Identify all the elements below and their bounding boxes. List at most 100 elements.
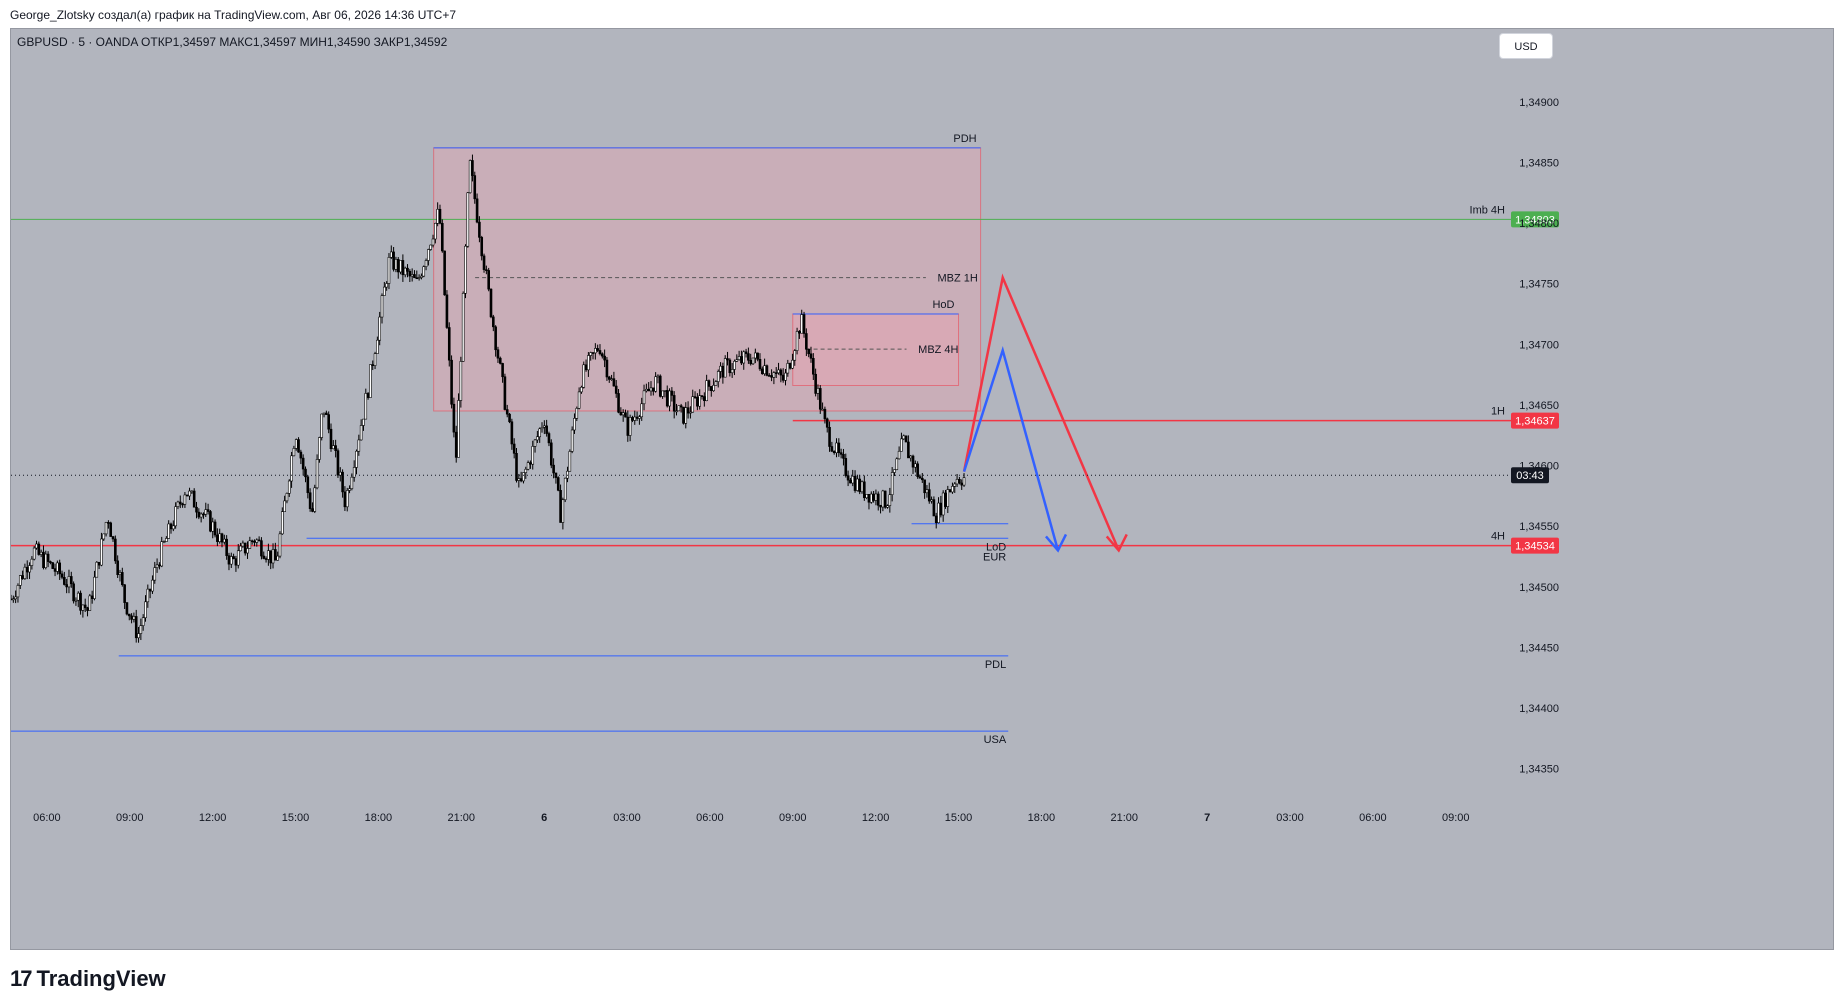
candle-body [415,277,419,280]
candle-body [700,395,704,397]
candle-body [72,583,75,602]
candle-body [663,390,667,392]
candle-body [352,467,356,478]
candle-body [23,566,27,579]
candle-body [274,549,277,561]
candle-body [153,567,157,581]
candle-body [707,380,711,387]
candle-body [689,411,692,414]
candle-body [652,387,655,392]
candle-body [125,602,129,615]
candle-body [380,295,384,318]
candle-body [79,592,82,611]
candle-body [566,470,569,479]
candle-body [816,388,820,394]
candle-body [429,244,433,250]
zone-hod [792,313,960,387]
price-badge-text: 1,34803 [1515,214,1555,226]
time-tick-label: 15:00 [282,812,310,824]
candle-body [772,372,776,378]
candle-body [918,476,922,479]
candle-body [693,396,697,398]
candle-body [642,390,646,405]
candle-body [67,576,71,588]
candle-body [137,633,140,639]
candle-body [269,550,273,564]
candle-body [60,573,64,578]
price-tick-label: 1,34400 [1519,703,1559,715]
candle-body [547,433,551,444]
candle-body [475,198,479,223]
candle-body [141,617,145,626]
candle-body [436,208,439,224]
candle-body [812,358,815,375]
candle-body [874,493,878,501]
candle-body [345,490,349,508]
candle-body [371,364,375,366]
candle-body [100,538,103,566]
candle-body [712,385,715,392]
candle-body [876,493,880,506]
zone-pdh [433,147,982,412]
candle-body [95,561,99,578]
candle-body [167,523,170,539]
candle-body [204,509,208,515]
candle-body [522,472,525,482]
candle-body [195,506,198,513]
candle-body [638,416,641,419]
candle-body [914,463,917,468]
chart-area[interactable]: PDH HoD MBZ 1H MBZ 4H Imb 4H 1,34803 1H 1,34637… [10,28,1834,950]
candle-body [232,556,235,559]
candle-body [489,288,493,318]
candle-body [169,523,173,530]
candle-body [134,616,138,639]
candle-body [728,359,732,374]
candle-body [482,255,486,270]
candle-body [640,403,644,418]
candle-body [872,493,875,501]
candle-body [540,427,544,430]
candle-body [549,442,553,466]
candle-body [911,455,915,468]
candle-body [165,538,168,542]
candle-body [320,413,324,438]
candle-body [607,376,611,380]
candle-body [756,352,759,360]
candle-body [389,251,393,258]
candle-body [130,615,133,620]
candle-body [561,499,565,523]
tradingview-logo[interactable]: 17 TradingView [10,966,166,992]
candle-body [255,539,259,543]
candle-body [410,274,414,277]
candle-body [601,353,604,357]
candle-body [123,584,126,603]
candle-body [420,275,423,278]
time-tick-label: 09:00 [779,812,807,824]
candle-body [357,439,361,452]
candle-body [162,541,166,543]
candle-body [290,455,293,482]
candle-body [821,408,824,411]
candle-body [670,390,674,396]
candle-body [573,418,576,431]
candle-body [635,416,639,419]
candle-body [770,375,773,378]
candle-body [281,511,284,535]
candle-body [605,359,609,378]
price-tick-label: 1,34350 [1519,764,1559,776]
candle-body [424,260,428,267]
candle-body [631,417,634,421]
candle-body [524,468,528,473]
chart-canvas[interactable]: PDH HoD MBZ 1H MBZ 4H Imb 4H 1,34803 1H 1,34637… [11,29,1833,949]
candle-body [517,478,521,481]
candle-body [69,576,73,585]
candle-body [250,540,254,543]
projection-blue [962,345,1060,551]
candle-body [239,545,242,552]
candle-body [292,448,296,457]
candle-body [457,400,460,458]
candle-body [83,604,87,609]
currency-button[interactable]: USD [1499,33,1553,59]
candle-body [844,458,848,476]
candle-body [253,540,256,543]
